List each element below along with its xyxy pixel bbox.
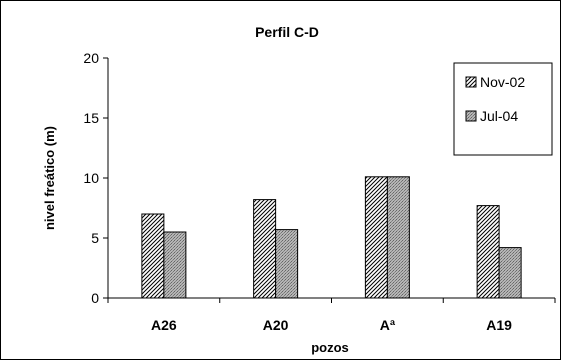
y-tick-label: 0 <box>91 290 99 306</box>
legend-label: Jul-04 <box>480 108 518 124</box>
bar-jul-04 <box>163 231 187 299</box>
y-tick-label: 20 <box>83 50 99 66</box>
y-tick-label: 5 <box>91 230 99 246</box>
plot-area: 0 5 10 15 20 A26 A20 Aª A19 <box>83 50 556 333</box>
y-tick-label: 10 <box>83 170 99 186</box>
bar-nov-02 <box>253 199 277 299</box>
x-axis-label: pozos <box>311 340 349 355</box>
y-tick-label: 15 <box>83 110 99 126</box>
legend: Nov-02 Jul-04 <box>453 62 553 156</box>
bar-jul-04 <box>498 247 522 299</box>
x-tick-label: Aª <box>380 317 396 333</box>
legend-label: Nov-02 <box>480 74 525 90</box>
bar-nov-02 <box>141 213 165 299</box>
legend-swatch <box>465 76 477 88</box>
x-tick-label: A26 <box>151 317 177 333</box>
bar-jul-04 <box>275 229 299 299</box>
y-axis-label: nivel freático (m) <box>42 126 57 230</box>
bar-nov-02 <box>476 205 500 299</box>
bar-nov-02 <box>364 176 388 299</box>
legend-swatch <box>465 110 477 122</box>
x-tick-label: A20 <box>263 317 289 333</box>
chart-title: Perfil C-D <box>255 24 319 40</box>
bar-jul-04 <box>386 176 410 299</box>
x-tick-label: A19 <box>486 317 512 333</box>
